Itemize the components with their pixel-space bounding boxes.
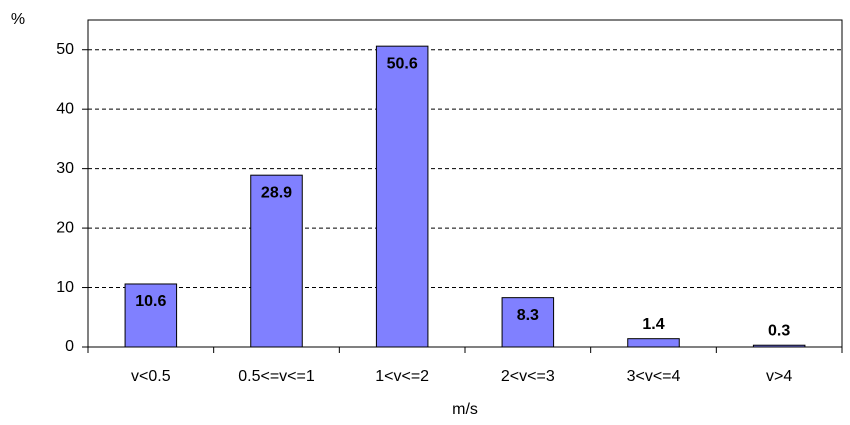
bar: [752, 344, 806, 348]
value-label: 10.6: [135, 293, 166, 310]
bar: [250, 174, 303, 348]
x-tick-label: v>4: [766, 368, 792, 385]
bar: [627, 338, 680, 348]
value-label: 50.6: [387, 55, 418, 72]
y-tick-label: 0: [65, 338, 74, 355]
x-tick-label: 2<v<=3: [501, 368, 555, 385]
x-tick-label: 3<v<=4: [627, 368, 681, 385]
plot-frame: [87, 19, 843, 348]
value-label: 8.3: [517, 307, 539, 324]
x-axis-label: m/s: [452, 401, 478, 418]
value-label: 0.3: [768, 322, 790, 339]
y-tick-label: 20: [56, 219, 74, 236]
y-tick-label: 10: [56, 279, 74, 296]
x-tick-label: 0.5<=v<=1: [238, 368, 315, 385]
bar: [124, 283, 178, 348]
y-tick-label: 40: [56, 100, 74, 117]
y-tick-label: 50: [56, 41, 74, 58]
y-axis-label: %: [11, 11, 25, 28]
value-label: 28.9: [261, 184, 292, 201]
x-tick-label: v<0.5: [131, 368, 171, 385]
x-tick-label: 1<v<=2: [375, 368, 429, 385]
bar: [501, 297, 555, 348]
bar: [375, 45, 429, 348]
y-tick-label: 30: [56, 160, 74, 177]
value-label: 1.4: [642, 316, 664, 333]
